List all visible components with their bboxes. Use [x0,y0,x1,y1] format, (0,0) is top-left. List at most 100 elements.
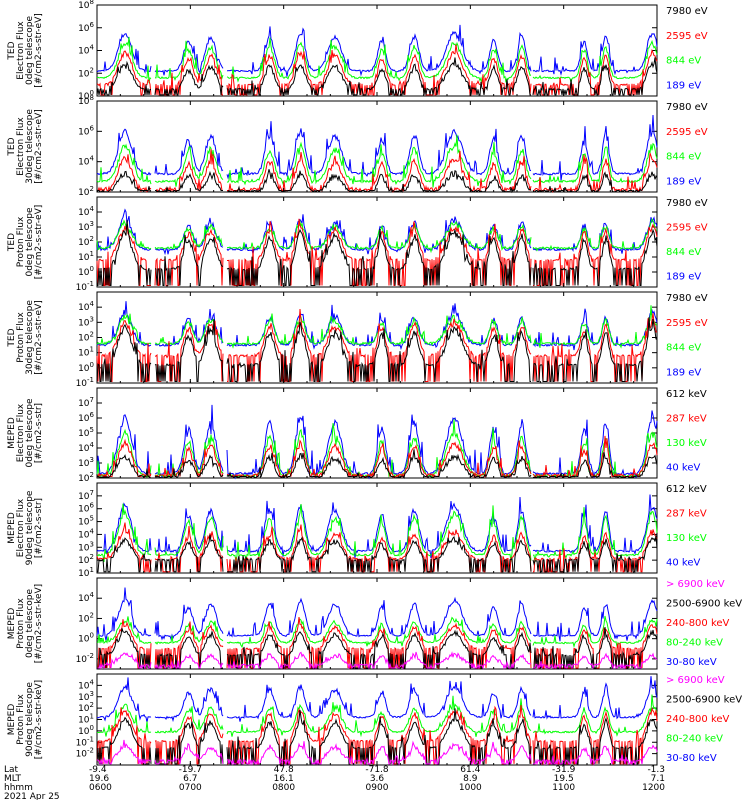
y-axis-label: TED [7,233,17,252]
legend-entry: 7980 eV [666,293,708,304]
legend-entry: 2595 eV [666,127,708,138]
y-tick-exponent: 3 [90,220,94,228]
y-tick-exponent: 0 [90,89,94,97]
y-tick-base: 10 [78,318,90,328]
y-axis-label: 90deg telescope [25,682,35,757]
x-tick-lat: -19.7 [179,765,202,775]
y-tick-label: 107 [78,489,94,502]
y-tick-label: 104 [78,205,94,218]
y-tick-exponent: 7 [90,489,94,497]
y-tick-base: 10 [78,158,90,168]
legend-entry: 7980 eV [666,198,708,209]
legend-entry: 80-240 keV [666,733,723,744]
y-tick-label: 100 [78,724,94,737]
legend-entry: 80-240 keV [666,637,723,648]
y-tick-label: 101 [78,713,94,726]
legend-entry: 7980 eV [666,6,708,17]
legend-entry: 7980 eV [666,102,708,113]
y-tick-base: 10 [78,727,90,737]
series-blue-line [96,404,658,480]
y-tick-base: 10 [78,303,90,313]
y-tick-base: 10 [78,635,90,645]
legend-entry: > 6900 keV [666,579,725,590]
y-axis-label: Proton Flux [16,312,26,363]
y-axis-label: Electron Flux [16,403,26,462]
y-tick-exponent: 1 [90,346,94,354]
y-tick-base: 10 [76,283,88,293]
y-tick-label: 107 [78,396,94,409]
y-tick-base: 10 [78,569,90,579]
y-tick-base: 10 [78,518,90,528]
legend-entry: 2595 eV [666,223,708,234]
y-tick-exponent: -1 [87,280,94,288]
series-green-line [96,419,658,480]
series-black-line [97,220,658,286]
legend-entry: 612 keV [666,389,707,400]
y-tick-exponent: -2 [87,747,94,755]
y-tick-label: 102 [78,701,94,714]
series-red-line [96,308,658,382]
legend-entry: 287 keV [666,509,707,520]
y-tick-label: 102 [78,471,94,484]
y-tick-exponent: 2 [90,185,94,193]
x-tick-mlt: 16.1 [274,774,294,784]
legend-entry: 40 keV [666,463,700,474]
series-black-line [96,708,658,765]
y-tick-label: 10-1 [76,735,94,748]
y-tick-base: 10 [78,364,90,374]
y-tick-base: 10 [78,238,90,248]
y-tick-exponent: 5 [90,515,94,523]
y-tick-exponent: 0 [90,632,94,640]
y-tick-exponent: 0 [90,265,94,273]
y-axis-label: 0deg telescope [25,589,35,659]
y-tick-label: 101 [78,346,94,359]
x-tick-hhmm: 0600 [89,783,112,793]
y-tick-label: 102 [78,611,94,624]
y-tick-exponent: 4 [90,527,95,535]
series-blue-line [96,208,658,256]
legend-entry: 30-80 keV [666,753,717,764]
y-tick-label: 103 [78,456,94,469]
y-tick-base: 10 [78,556,90,566]
series-magenta-line [97,651,658,670]
legend-entry: 844 eV [666,247,701,258]
series-green-line [96,694,658,738]
y-tick-exponent: 1 [90,566,94,574]
y-tick-exponent: 3 [90,456,94,464]
y-tick-exponent: 0 [90,361,94,369]
y-tick-base: 10 [78,444,90,454]
y-tick-label: 100 [78,632,94,645]
x-tick-lat: -9.4 [89,765,107,775]
y-axis-label: Electron Flux [16,117,26,176]
y-tick-exponent: 6 [90,411,95,419]
y-axis-label: 0deg telescope [25,207,35,277]
y-tick-label: 104 [78,44,94,57]
y-axis-label: [#/cm2-s-str-keV] [34,584,44,663]
y-tick-label: 106 [78,411,94,424]
series-blue-line [96,301,658,351]
series-black-line [96,317,658,382]
y-axis-label: [#/cm2-s-str-eV] [34,109,44,184]
y-axis-label: Electron Flux [16,21,26,80]
y-axis-label: [#/cm2-s-str-eV] [34,205,44,280]
y-tick-exponent: 1 [90,250,94,258]
y-tick-exponent: 7 [90,396,94,404]
y-tick-label: 108 [78,94,94,107]
series-blue-line [96,24,658,77]
y-tick-base: 10 [78,97,90,107]
y-tick-exponent: 4 [90,155,95,163]
x-row-label: Lat [4,765,19,775]
series-red-line [97,149,658,193]
y-tick-base: 10 [78,693,90,703]
y-tick-base: 10 [78,614,90,624]
y-tick-label: 103 [78,540,94,553]
y-tick-label: 103 [78,220,94,233]
series-black-line [96,449,658,479]
y-tick-label: 103 [78,690,94,703]
x-tick-mlt: 8.9 [463,774,478,784]
series-blue-line [96,587,658,642]
y-axis-label: 0deg telescope [25,398,35,468]
legend-entry: 844 eV [666,56,701,67]
